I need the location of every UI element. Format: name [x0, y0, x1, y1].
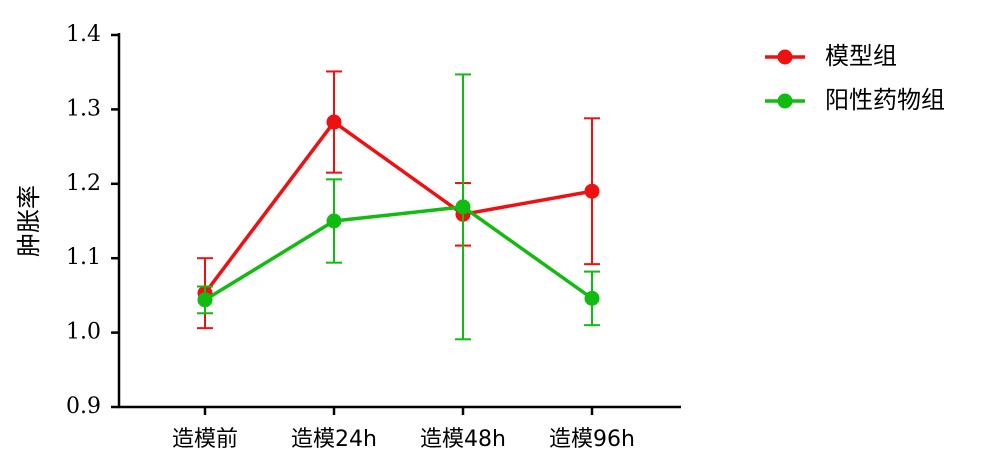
y-tick-label: 1.2 [66, 171, 101, 196]
point [584, 290, 600, 306]
legend-marker [777, 49, 793, 65]
x-tick-label: 造模48h [420, 427, 506, 452]
series-line [203, 119, 593, 295]
y-axis-label: 肿胀率 [15, 185, 43, 257]
series-line [204, 205, 594, 302]
y-tick-label: 1.0 [66, 320, 101, 345]
x-tick-label: 造模24h [291, 427, 377, 452]
y-tick-label: 0.9 [66, 394, 101, 419]
point [326, 213, 342, 229]
point [326, 114, 342, 130]
point [455, 199, 471, 215]
x-tick-label: 造模前 [172, 427, 238, 452]
legend-marker [777, 93, 793, 109]
point [197, 292, 213, 308]
y-tick-label: 1.1 [66, 245, 101, 270]
y-tick-label: 1.3 [66, 96, 101, 121]
x-tick-label: 造模96h [549, 427, 635, 452]
y-tick-label: 1.4 [66, 22, 101, 47]
point [584, 183, 600, 199]
legend-label: 模型组 [825, 42, 897, 70]
legend-label: 阳性药物组 [825, 86, 945, 114]
